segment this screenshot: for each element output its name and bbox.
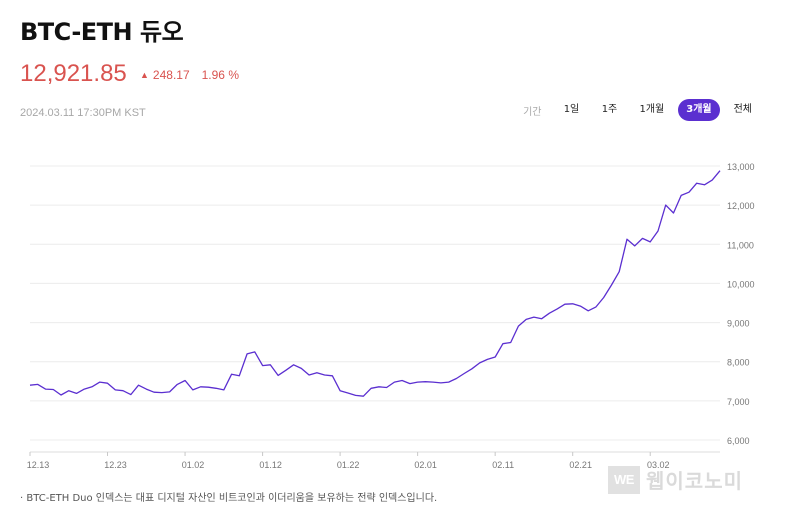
period-label: 기간 <box>523 106 542 118</box>
period-selector: 기간 1일 1주 1개월 3개월 전체 <box>515 99 760 121</box>
y-tick-label: 11,000 <box>727 240 754 250</box>
x-tick-label: 01.02 <box>182 460 205 470</box>
footnote: · BTC-ETH Duo 인덱스는 대표 디지털 자산인 비트코인과 이더리움… <box>20 493 438 504</box>
watermark-text: 웹이코노미 <box>646 469 743 493</box>
page-title: BTC-ETH 듀오 <box>20 18 184 46</box>
y-tick-label: 10,000 <box>727 279 755 289</box>
x-tick-label: 02.11 <box>492 460 514 470</box>
x-tick-label: 03.02 <box>647 460 670 470</box>
y-tick-label: 7,000 <box>727 397 750 407</box>
period-3m-button[interactable]: 3개월 <box>678 99 720 121</box>
x-tick-label: 01.12 <box>259 460 282 470</box>
price-change: ▲ 248.17 1.96 % <box>140 68 239 82</box>
watermark-logo: WE <box>608 465 640 494</box>
price-line-chart: 6,000 7,000 8,000 9,000 10,000 11,000 12,000 13… <box>27 162 755 470</box>
x-tick-label: 02.01 <box>414 460 437 470</box>
y-tick-label: 12,000 <box>727 201 755 211</box>
y-tick-label: 9,000 <box>727 319 750 329</box>
y-tick-label: 6,000 <box>727 436 750 446</box>
x-tick-label: 12.13 <box>27 460 50 470</box>
y-tick-label: 8,000 <box>727 358 750 368</box>
timestamp: 2024.03.11 17:30PM KST <box>20 107 146 119</box>
x-tick-label: 01.22 <box>337 460 360 470</box>
period-1d-button[interactable]: 1일 <box>563 104 580 115</box>
current-price: 12,921.85 <box>20 60 127 87</box>
period-1w-button[interactable]: 1주 <box>601 104 618 115</box>
change-percent: 1.96 % <box>201 68 239 82</box>
x-tick-label: 02.21 <box>569 460 592 470</box>
y-tick-label: 13,000 <box>727 162 755 172</box>
change-value: 248.17 <box>152 68 190 82</box>
x-tick-label: 12.23 <box>104 460 127 470</box>
up-triangle-icon: ▲ <box>140 70 149 80</box>
period-1m-button[interactable]: 1개월 <box>639 104 665 115</box>
watermark: WE 웹이코노미 <box>608 465 743 494</box>
period-all-button[interactable]: 전체 <box>733 104 752 115</box>
series-line <box>29 170 721 397</box>
